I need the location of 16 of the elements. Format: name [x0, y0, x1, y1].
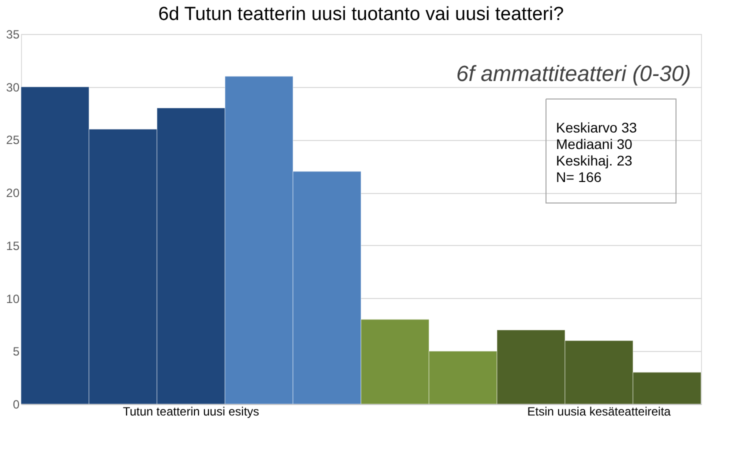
annotation: 6f ammattiteatteri (0-30) — [456, 61, 691, 86]
y-tick-label: 0 — [12, 398, 20, 412]
y-tick-label: 20 — [6, 186, 20, 200]
y-tick-label: 30 — [6, 80, 20, 94]
y-tick-label: 15 — [6, 238, 20, 253]
chart-title: 6d Tutun teatterin uusi tuotanto vai uusi teatteri? — [158, 4, 564, 25]
x-tick-label: Etsin uusia kesäteatteireita — [527, 404, 672, 418]
y-tick-label: 5 — [12, 344, 20, 359]
y-tick-label: 25 — [6, 133, 20, 148]
annotation: Keskihaj. 23 — [556, 152, 632, 168]
annotation: Keskiarvo 33 — [556, 119, 638, 136]
x-tick-label: Tutun teatterin uusi esitys — [122, 404, 260, 418]
y-tick-label: 35 — [6, 28, 20, 42]
annotation: Mediaani 30 — [556, 136, 632, 152]
y-tick-label: 10 — [6, 292, 20, 306]
annotation: N= 166 — [556, 168, 602, 185]
